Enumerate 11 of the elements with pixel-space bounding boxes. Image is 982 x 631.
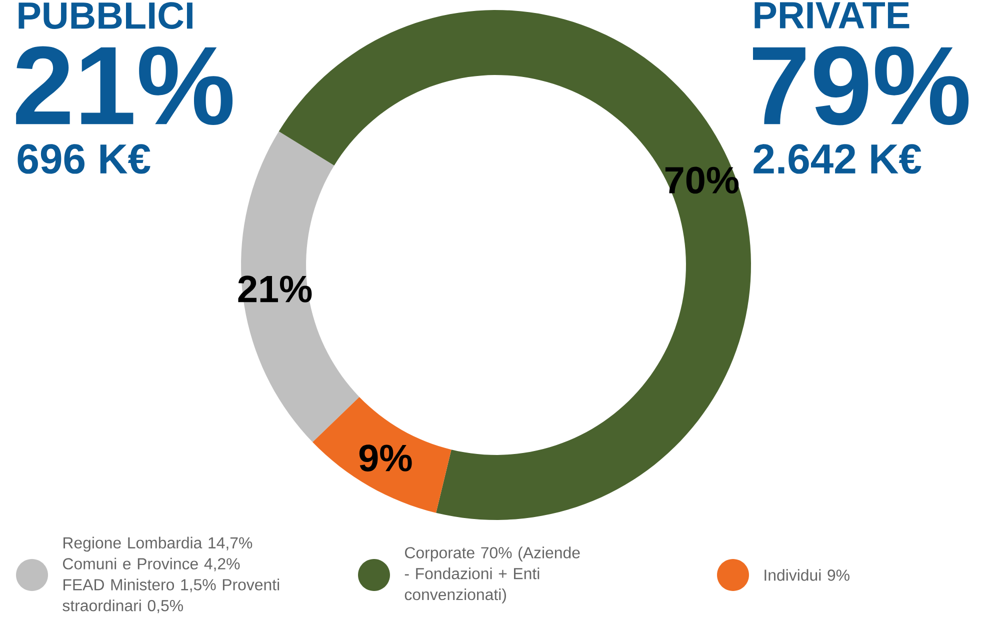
legend-label: Individui 9% bbox=[764, 569, 850, 581]
data-label: 9% bbox=[359, 444, 412, 472]
text: 79% bbox=[753, 46, 969, 126]
text: PUBBLICI bbox=[18, 2, 192, 29]
text: 2.642 K€ bbox=[754, 144, 922, 174]
legend-label: Regione Lombardia 14,7% Comuni e Province 4,2% FEAD Ministero 1,5% Proventi straordinari 0,5% bbox=[62, 536, 280, 614]
text: PRIVATE bbox=[754, 2, 910, 28]
text: 696 K€ bbox=[18, 144, 150, 174]
legend-label: Corporate 70% (Aziende - Fondazioni + Enti convenzionati) bbox=[404, 546, 580, 604]
text: 21% bbox=[16, 46, 233, 125]
data-label: 21% bbox=[238, 276, 312, 302]
